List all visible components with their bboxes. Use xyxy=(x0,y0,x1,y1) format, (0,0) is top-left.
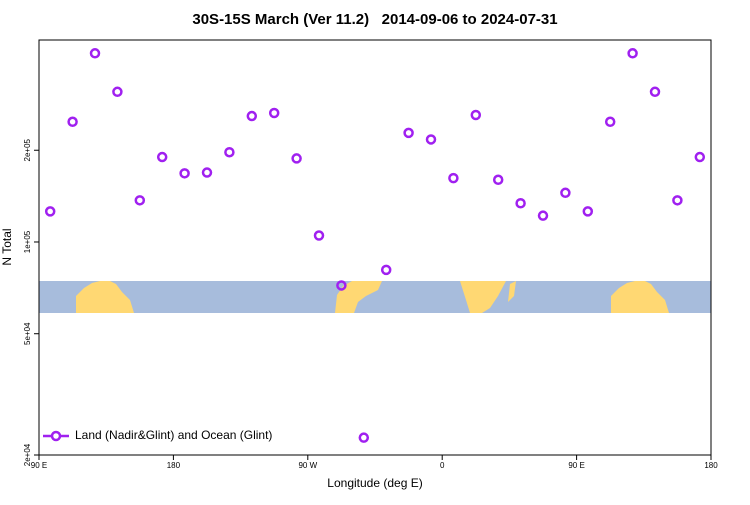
map-strip xyxy=(39,281,711,313)
data-point xyxy=(156,151,168,163)
data-point xyxy=(537,210,549,221)
data-point xyxy=(336,280,347,291)
x-tick-label: 90 W xyxy=(298,461,317,470)
y-axis-label: N Total xyxy=(0,228,14,265)
data-point xyxy=(224,146,235,158)
data-point xyxy=(560,187,571,199)
land xyxy=(76,281,134,313)
data-point xyxy=(403,127,414,139)
chart-title: 30S-15S March (Ver 11.2) 2014-09-06 to 2… xyxy=(192,11,557,28)
y-tick-label: 1e+05 xyxy=(23,230,32,253)
land xyxy=(335,281,382,313)
land xyxy=(611,281,669,313)
data-point xyxy=(470,109,482,121)
data-point xyxy=(492,174,504,186)
x-tick-label: 180 xyxy=(167,461,181,470)
y-tick-label: 2e+04 xyxy=(23,443,32,466)
data-point xyxy=(291,153,302,164)
x-tick-label: 180 xyxy=(704,461,718,470)
legend-item: Land (Nadir&Glint) and Ocean (Glint) xyxy=(43,428,272,442)
legend-label: Land (Nadir&Glint) and Ocean (Glint) xyxy=(75,428,272,442)
data-point xyxy=(672,195,683,206)
data-point xyxy=(604,116,616,128)
data-point xyxy=(44,206,56,217)
data-point xyxy=(134,195,146,206)
plot-frame xyxy=(38,39,712,456)
data-point xyxy=(627,48,638,59)
data-point xyxy=(112,86,123,98)
x-tick-label: 90 E xyxy=(568,461,584,470)
data-point xyxy=(179,168,190,179)
y-tick-label: 2e+05 xyxy=(23,138,32,161)
data-point xyxy=(380,264,392,276)
data-point xyxy=(268,107,280,119)
data-point xyxy=(582,206,594,217)
y-tick-label: 5e+04 xyxy=(23,322,32,345)
data-point xyxy=(649,86,661,98)
data-point xyxy=(89,48,101,59)
land xyxy=(508,281,516,302)
data-point xyxy=(67,116,78,128)
data-point xyxy=(201,167,213,178)
x-axis-label: Longitude (deg E) xyxy=(327,476,422,490)
data-point xyxy=(425,134,437,145)
x-tick-label: 90 E xyxy=(31,461,47,470)
data-point xyxy=(515,197,526,209)
data-point xyxy=(246,110,258,122)
legend-marker xyxy=(50,430,62,442)
data-point xyxy=(313,230,325,241)
data-point xyxy=(448,172,459,184)
land xyxy=(460,281,506,313)
x-tick-label: 0 xyxy=(440,461,445,470)
data-point xyxy=(694,151,706,163)
data-point xyxy=(358,432,370,443)
